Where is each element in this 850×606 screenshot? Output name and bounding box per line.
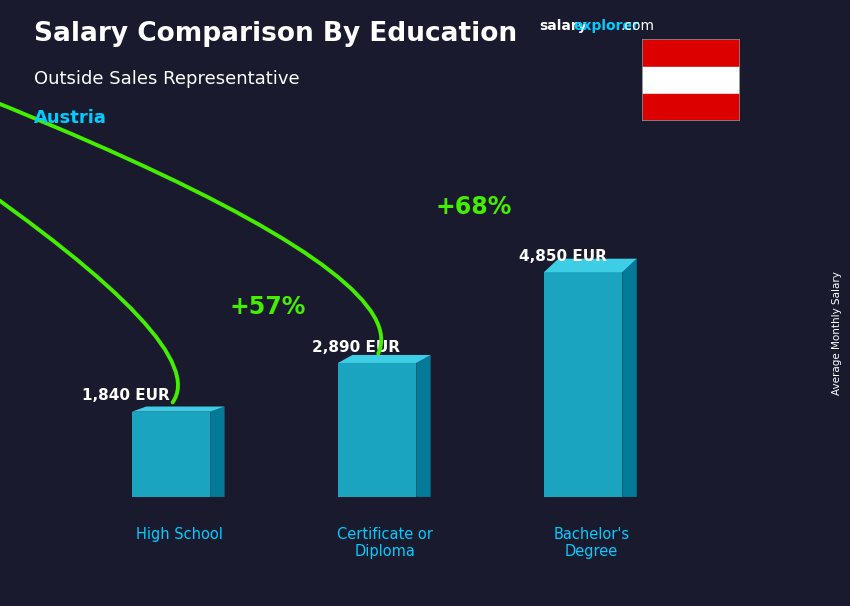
Text: High School: High School bbox=[136, 527, 223, 542]
Text: +57%: +57% bbox=[230, 295, 306, 319]
Text: Certificate or
Diploma: Certificate or Diploma bbox=[337, 527, 434, 559]
Text: .com: .com bbox=[620, 19, 654, 33]
Text: salary: salary bbox=[540, 19, 587, 33]
Text: Outside Sales Representative: Outside Sales Representative bbox=[34, 70, 299, 88]
Text: 2,890 EUR: 2,890 EUR bbox=[313, 339, 400, 355]
Text: Bachelor's
Degree: Bachelor's Degree bbox=[553, 527, 630, 559]
Text: Salary Comparison By Education: Salary Comparison By Education bbox=[34, 21, 517, 47]
Polygon shape bbox=[132, 407, 224, 411]
Polygon shape bbox=[210, 407, 224, 497]
Polygon shape bbox=[338, 363, 416, 497]
Polygon shape bbox=[622, 259, 637, 497]
Polygon shape bbox=[544, 259, 637, 272]
Text: +68%: +68% bbox=[436, 195, 513, 219]
Text: explorer: explorer bbox=[574, 19, 639, 33]
Bar bbox=[642, 67, 740, 94]
Polygon shape bbox=[544, 272, 622, 497]
Text: Austria: Austria bbox=[34, 109, 107, 127]
Polygon shape bbox=[338, 355, 431, 363]
Text: 1,840 EUR: 1,840 EUR bbox=[82, 388, 169, 404]
Polygon shape bbox=[132, 411, 210, 497]
Bar bbox=[642, 39, 740, 67]
Text: Average Monthly Salary: Average Monthly Salary bbox=[832, 271, 842, 395]
Text: 4,850 EUR: 4,850 EUR bbox=[518, 249, 607, 264]
Bar bbox=[642, 94, 740, 121]
Polygon shape bbox=[416, 355, 431, 497]
